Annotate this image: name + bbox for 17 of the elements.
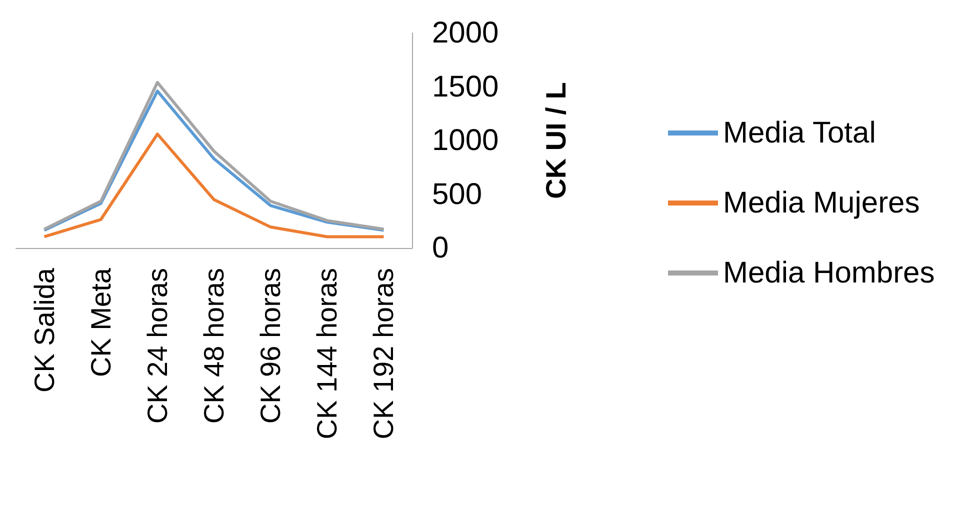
x-tick-label: CK 144 horas (312, 268, 343, 440)
legend-label: Media Mujeres (723, 186, 920, 220)
y-tick-label: 2000 (432, 16, 499, 50)
y-tick-label: 1000 (432, 124, 499, 157)
y-tick-label: 500 (432, 178, 482, 211)
line-series (42, 132, 386, 238)
y-axis-title: CK UI / L (540, 82, 572, 199)
y-tick-label: 0 (432, 232, 449, 264)
x-tick-label: CK Meta (85, 268, 116, 377)
x-tick-label: CK Salida (28, 268, 60, 393)
legend-label: Media Hombres (723, 256, 935, 290)
y-tick-label: 1500 (432, 70, 499, 104)
x-tick-label: CK 24 horas (142, 268, 173, 424)
x-tick-label: CK 96 horas (255, 268, 286, 424)
x-tick-label: CK 192 horas (368, 268, 400, 440)
x-tick-label: CK 48 horas (198, 268, 230, 424)
legend-label: Media Total (723, 116, 876, 150)
